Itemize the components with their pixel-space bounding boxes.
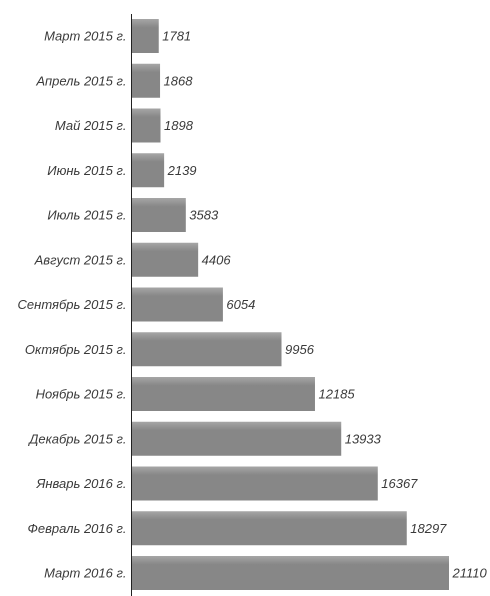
category-label: Январь 2016 г. bbox=[36, 476, 127, 491]
value-label: 1781 bbox=[162, 29, 191, 44]
bar bbox=[132, 198, 186, 232]
bar bbox=[132, 242, 199, 277]
bar bbox=[132, 19, 159, 53]
bar bbox=[132, 377, 315, 411]
value-label: 4406 bbox=[202, 252, 232, 267]
category-label: Июнь 2015 г. bbox=[47, 163, 126, 178]
value-label: 12185 bbox=[318, 387, 355, 402]
category-label: Апрель 2015 г. bbox=[35, 73, 126, 88]
value-label: 6054 bbox=[226, 297, 255, 312]
bar bbox=[132, 421, 342, 456]
value-label: 21110 bbox=[452, 566, 488, 581]
value-label: 18297 bbox=[410, 521, 447, 536]
value-label: 1898 bbox=[164, 118, 194, 133]
bar bbox=[132, 153, 165, 188]
category-label: Март 2016 г. bbox=[44, 566, 126, 581]
bar bbox=[132, 511, 407, 546]
category-label: Ноябрь 2015 г. bbox=[36, 387, 127, 402]
category-label: Май 2015 г. bbox=[55, 118, 127, 133]
value-label: 9956 bbox=[285, 342, 315, 357]
bar bbox=[132, 63, 161, 98]
category-label: Август 2015 г. bbox=[34, 252, 127, 267]
category-label: Октябрь 2015 г. bbox=[25, 342, 127, 357]
value-label: 3583 bbox=[189, 208, 219, 223]
category-label: Декабрь 2015 г. bbox=[27, 431, 126, 446]
category-label: Март 2015 г. bbox=[44, 29, 126, 44]
value-label: 13933 bbox=[345, 431, 382, 446]
labels-layer: Март 2015 г. 1781 Апрель 2015 г. 1868 Май 20… bbox=[18, 29, 488, 581]
bar bbox=[132, 287, 223, 322]
category-label: Февраль 2016 г. bbox=[28, 521, 127, 536]
value-label: 1868 bbox=[164, 73, 194, 88]
category-label: Сентябрь 2015 г. bbox=[18, 297, 127, 312]
bar bbox=[132, 466, 378, 501]
bars-layer bbox=[132, 19, 449, 590]
category-label: Июль 2015 г. bbox=[47, 208, 126, 223]
bar bbox=[132, 332, 282, 367]
value-label: 2139 bbox=[167, 163, 197, 178]
bar bbox=[132, 108, 161, 143]
value-label: 16367 bbox=[381, 476, 418, 491]
bar bbox=[132, 556, 449, 590]
